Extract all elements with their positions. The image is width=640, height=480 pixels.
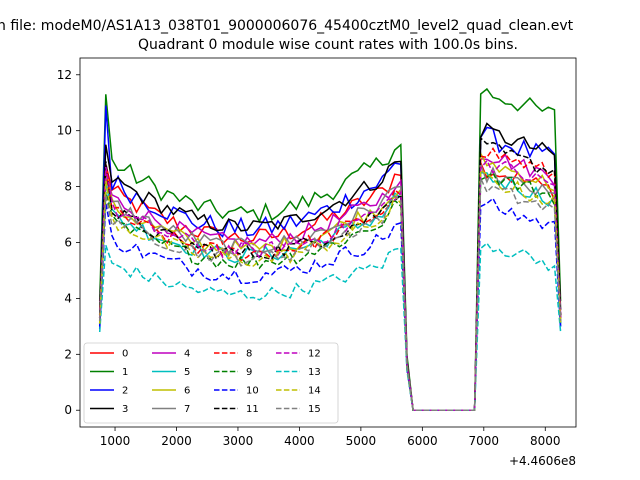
series-line-6 xyxy=(98,153,562,411)
series-line-9 xyxy=(98,171,562,411)
series-line-13 xyxy=(98,242,562,411)
x-tick-label: 5000 xyxy=(346,434,377,448)
legend-label-4: 4 xyxy=(184,349,190,360)
y-tick-label: 8 xyxy=(64,180,72,194)
series-line-0 xyxy=(98,162,562,411)
y-tick-label: 0 xyxy=(64,403,72,417)
legend-label-5: 5 xyxy=(184,367,190,378)
x-tick-label: 1000 xyxy=(100,434,131,448)
series-line-12 xyxy=(98,159,562,411)
series-line-14 xyxy=(98,168,562,411)
series-line-15 xyxy=(98,178,562,411)
legend-label-8: 8 xyxy=(246,349,252,360)
y-tick-label: 4 xyxy=(64,291,72,305)
series-line-10 xyxy=(98,197,562,411)
legend-label-11: 11 xyxy=(246,404,259,415)
legend-label-2: 2 xyxy=(122,386,128,397)
series-line-3 xyxy=(98,122,562,411)
series-line-2 xyxy=(98,105,562,411)
series-line-8 xyxy=(98,147,562,411)
legend-label-7: 7 xyxy=(184,404,190,415)
legend-label-9: 9 xyxy=(246,367,252,378)
x-offset-label: +4.4606e8 xyxy=(509,454,576,468)
legend-label-12: 12 xyxy=(308,349,321,360)
y-tick-label: 6 xyxy=(64,236,72,250)
axes: 1000 2000 3000 4000 5000 6000 7000 800002468101… xyxy=(57,57,577,448)
x-tick-label: 3000 xyxy=(223,434,254,448)
x-tick-label: 6000 xyxy=(407,434,438,448)
legend-label-0: 0 xyxy=(122,349,128,360)
legend-label-15: 15 xyxy=(308,404,321,415)
series-line-11 xyxy=(98,136,562,411)
chart-title: Quadrant 0 module wise count rates with … xyxy=(138,37,518,53)
series-line-7 xyxy=(98,164,562,411)
figure-suptitle: n file: modeM0/AS1A13_038T01_9000006076_… xyxy=(0,18,574,34)
legend-label-14: 14 xyxy=(308,386,321,397)
x-tick-label: 2000 xyxy=(161,434,192,448)
x-tick-label: 4000 xyxy=(284,434,315,448)
plot-area xyxy=(98,87,562,411)
series-line-1 xyxy=(98,87,562,411)
y-tick-label: 10 xyxy=(57,124,72,138)
legend-label-6: 6 xyxy=(184,386,190,397)
legend-label-3: 3 xyxy=(122,404,128,415)
legend-box xyxy=(83,342,339,424)
legend-label-10: 10 xyxy=(246,386,259,397)
x-tick-label: 8000 xyxy=(530,434,561,448)
y-tick-label: 2 xyxy=(64,347,72,361)
legend-label-1: 1 xyxy=(122,367,128,378)
legend-label-13: 13 xyxy=(308,367,321,378)
x-tick-label: 7000 xyxy=(469,434,500,448)
y-tick-label: 12 xyxy=(57,68,72,82)
